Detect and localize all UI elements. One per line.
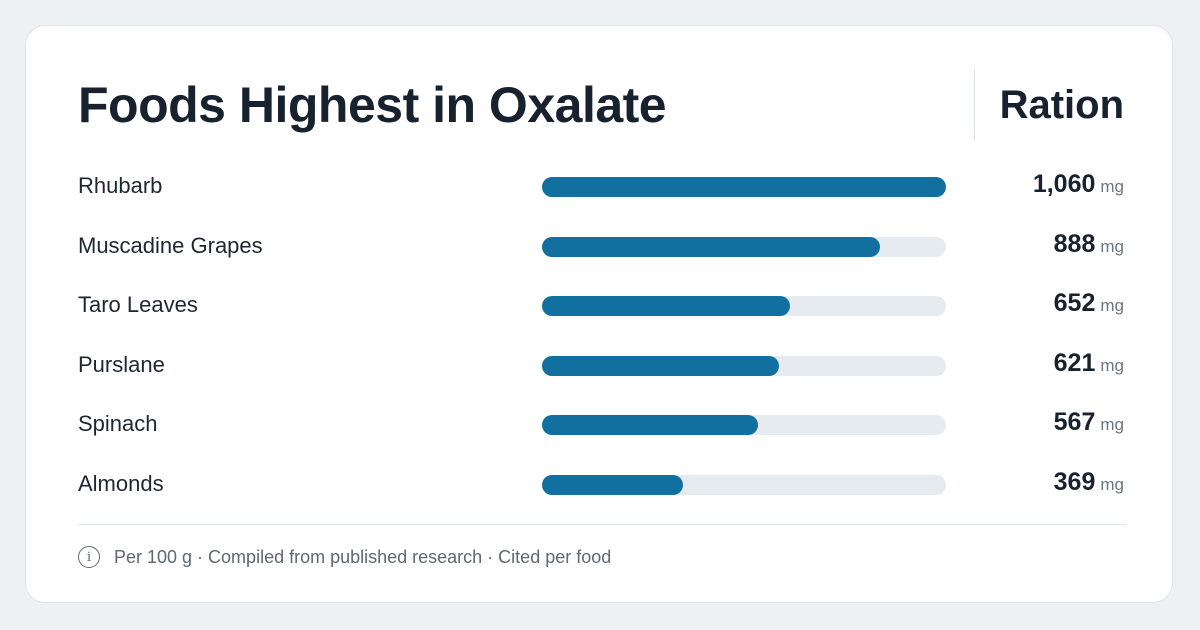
info-icon: i	[78, 546, 100, 568]
bar-row: Taro Leaves 652 mg	[26, 276, 1172, 336]
footer-text: Per 100 g · Compiled from published rese…	[114, 546, 612, 567]
bar-track	[542, 236, 946, 257]
footer-divider	[78, 524, 1126, 525]
data-label: 888	[1053, 229, 1096, 258]
bar-row: Rhubarb 1,060 mg	[26, 157, 1172, 217]
unit-label: mg	[1100, 177, 1124, 196]
bar	[542, 415, 759, 436]
category-label: Rhubarb	[78, 173, 163, 198]
bar-track	[542, 355, 946, 376]
bar-track	[542, 177, 946, 197]
unit-label: mg	[1100, 236, 1124, 256]
data-label: 369	[1053, 468, 1096, 496]
bar-row: Muscadine Grapes 888 mg	[26, 217, 1172, 277]
chart-card: Foods Highest in Oxalate Ration Rhubarb 1…	[25, 25, 1173, 603]
category-label: Almonds	[78, 471, 164, 496]
bar	[542, 177, 946, 197]
bar	[542, 236, 881, 257]
data-label: 621	[1053, 348, 1096, 377]
value-cell: 1,060 mg	[1033, 170, 1124, 199]
unit-label: mg	[1100, 296, 1124, 316]
bar-track	[542, 296, 946, 317]
value-cell: 567 mg	[1054, 408, 1124, 437]
value-column-header: Ration	[999, 83, 1124, 127]
chart-title: Foods Highest in Oxalate	[78, 77, 667, 133]
category-label: Muscadine Grapes	[78, 232, 263, 258]
value-cell: 369 mg	[1054, 468, 1124, 497]
bar-track	[542, 475, 946, 495]
value-cell: 652 mg	[1054, 289, 1124, 318]
header-divider	[974, 70, 975, 140]
bar	[542, 475, 683, 495]
value-cell: 621 mg	[1054, 349, 1124, 378]
data-label: 1,060	[1032, 170, 1096, 198]
unit-label: mg	[1100, 415, 1124, 435]
category-label: Purslane	[78, 351, 165, 377]
bar-row: Purslane 621 mg	[26, 336, 1172, 396]
bar-row: Spinach 567 mg	[26, 395, 1172, 455]
bar	[542, 355, 779, 376]
data-label: 652	[1053, 289, 1096, 318]
bar-track	[542, 415, 946, 436]
data-label: 567	[1053, 408, 1096, 437]
unit-label: mg	[1100, 475, 1124, 494]
value-cell: 888 mg	[1054, 230, 1124, 259]
footer-note: i Per 100 g · Compiled from published re…	[78, 544, 611, 570]
bar	[542, 296, 791, 317]
category-label: Spinach	[78, 411, 158, 437]
unit-label: mg	[1100, 355, 1124, 375]
bar-row: Almonds 369 mg	[26, 455, 1172, 515]
category-label: Taro Leaves	[78, 292, 198, 318]
